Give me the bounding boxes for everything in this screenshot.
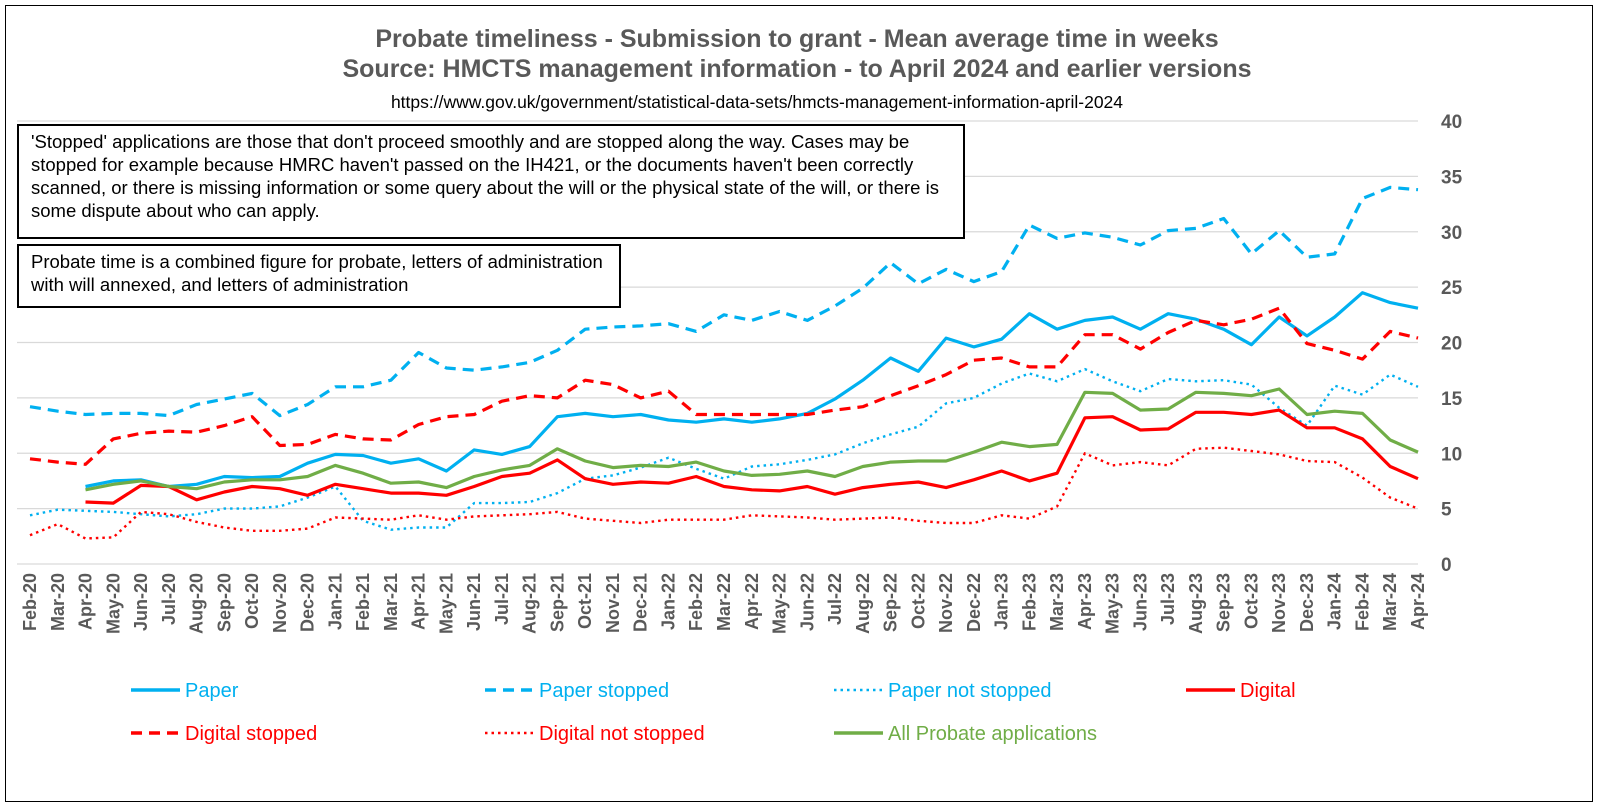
legend-label-all-probate-applications: All Probate applications <box>888 723 1097 745</box>
y-tick-label: 15 <box>1441 389 1463 410</box>
x-tick-label: Oct-23 <box>1241 573 1261 629</box>
y-axis: 0 5 10 15 20 25 30 35 40 <box>1441 112 1463 576</box>
x-tick-label: Feb-20 <box>20 573 40 631</box>
chart-subtitle: Source: HMCTS management information - t… <box>342 55 1251 83</box>
x-tick-label: Apr-24 <box>1408 573 1428 630</box>
x-tick-label: Sep-22 <box>881 573 901 632</box>
x-tick-label: Feb-22 <box>686 573 706 631</box>
x-tick-label: Apr-23 <box>1075 573 1095 630</box>
x-tick-label: Mar-22 <box>714 573 734 631</box>
x-tick-label: Jan-24 <box>1325 573 1345 630</box>
x-tick-label: Jul-21 <box>492 573 512 625</box>
x-tick-label: Nov-20 <box>270 573 290 633</box>
x-tick-label: Feb-24 <box>1352 573 1372 631</box>
x-tick-label: Oct-22 <box>908 573 928 629</box>
series-line-paper-stopped <box>29 185 1419 418</box>
x-tick-label: Apr-22 <box>742 573 762 630</box>
x-tick-label: May-23 <box>1103 573 1123 634</box>
x-tick-label: Aug-22 <box>853 573 873 634</box>
x-tick-label: Mar-23 <box>1047 573 1067 631</box>
x-tick-label: Jul-20 <box>159 573 179 625</box>
series-line-paper <box>85 291 1419 489</box>
series-line-digital <box>85 408 1419 505</box>
legend-label-digital-stopped: Digital stopped <box>185 723 317 745</box>
y-tick-label: 35 <box>1441 167 1463 188</box>
stopped-applications-note: 'Stopped' applications are those that do… <box>17 124 965 239</box>
chart-source-url: https://www.gov.uk/government/statistica… <box>391 92 1123 112</box>
x-tick-label: Dec-22 <box>964 573 984 632</box>
x-tick-label: Jul-23 <box>1158 573 1178 625</box>
x-tick-label: Apr-21 <box>409 573 429 630</box>
legend-label-digital-not-stopped: Digital not stopped <box>539 723 705 745</box>
x-tick-label: Nov-22 <box>936 573 956 633</box>
y-tick-label: 40 <box>1441 112 1462 133</box>
x-tick-label: Aug-20 <box>187 573 207 634</box>
x-tick-label: Jan-21 <box>325 573 345 630</box>
x-tick-label: May-20 <box>103 573 123 634</box>
x-tick-label: Aug-21 <box>520 573 540 634</box>
x-tick-label: Sep-20 <box>214 573 234 632</box>
series-line-digital-stopped <box>29 306 1419 466</box>
probate-time-note: Probate time is a combined figure for pr… <box>17 244 621 308</box>
y-tick-label: 5 <box>1441 500 1452 521</box>
x-tick-label: Mar-21 <box>381 573 401 631</box>
legend-label-paper-not-stopped: Paper not stopped <box>888 680 1051 702</box>
x-tick-label: Jan-23 <box>992 573 1012 630</box>
series-line-digital-not-stopped <box>29 446 1419 540</box>
x-tick-label: Sep-23 <box>1214 573 1234 632</box>
x-tick-label: Sep-21 <box>547 573 567 632</box>
x-tick-label: Nov-21 <box>603 573 623 633</box>
x-tick-label: Mar-24 <box>1380 573 1400 631</box>
x-tick-label: May-21 <box>436 573 456 634</box>
x-tick-label: Oct-21 <box>575 573 595 629</box>
x-tick-label: Dec-21 <box>631 573 651 632</box>
chart-title: Probate timeliness - Submission to grant… <box>375 25 1218 53</box>
x-tick-label: Apr-20 <box>76 573 96 630</box>
series-line-all-probate-applications <box>85 387 1419 492</box>
x-tick-label: Mar-20 <box>48 573 68 631</box>
x-tick-label: Jul-22 <box>825 573 845 625</box>
x-tick-label: Jun-22 <box>797 573 817 631</box>
legend-label-digital: Digital <box>1240 680 1296 702</box>
x-tick-label: Aug-23 <box>1186 573 1206 634</box>
y-tick-label: 0 <box>1441 555 1452 576</box>
x-tick-label: Feb-21 <box>353 573 373 631</box>
chart-frame <box>5 5 1593 802</box>
x-tick-label: Oct-20 <box>242 573 262 629</box>
y-tick-label: 10 <box>1441 444 1462 465</box>
y-tick-label: 25 <box>1441 278 1463 299</box>
legend: Paper Paper stopped Paper not stopped Digit… <box>131 680 1296 745</box>
x-tick-label: Jun-20 <box>131 573 151 631</box>
x-tick-label: Jun-23 <box>1130 573 1150 631</box>
x-tick-label: Feb-23 <box>1019 573 1039 631</box>
x-tick-label: Jan-22 <box>658 573 678 630</box>
x-axis: Feb-20 Mar-20 Apr-20 May-20 Jun-20 Jul-20 Aug-… <box>20 573 1428 634</box>
series-lines <box>29 185 1419 540</box>
legend-label-paper-stopped: Paper stopped <box>539 680 669 702</box>
x-tick-label: Dec-20 <box>298 573 318 632</box>
x-tick-label: Nov-23 <box>1269 573 1289 633</box>
y-tick-label: 20 <box>1441 334 1462 355</box>
x-tick-label: Jun-21 <box>464 573 484 631</box>
legend-label-paper: Paper <box>185 680 239 702</box>
y-tick-label: 30 <box>1441 223 1462 244</box>
x-tick-label: May-22 <box>770 573 790 634</box>
x-tick-label: Dec-23 <box>1297 573 1317 632</box>
